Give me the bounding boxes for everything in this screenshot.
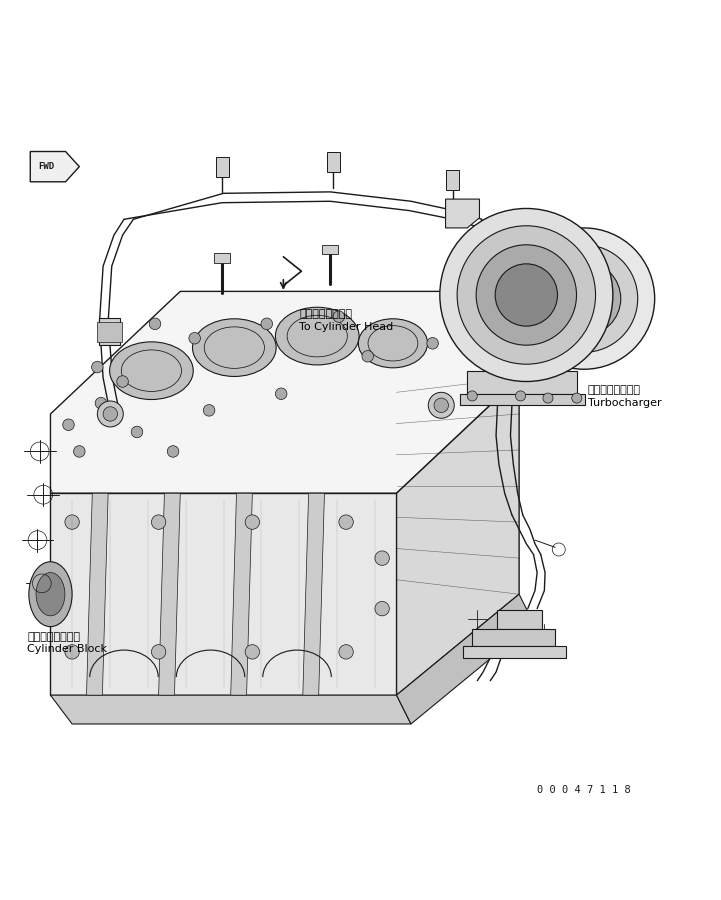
Circle shape [65, 515, 79, 529]
Ellipse shape [193, 319, 276, 376]
Circle shape [151, 515, 166, 529]
Circle shape [74, 446, 85, 457]
Circle shape [428, 392, 454, 418]
Bar [216, 158, 229, 177]
Circle shape [434, 398, 448, 412]
Text: FWD: FWD [38, 162, 55, 171]
Circle shape [63, 419, 74, 430]
Text: ターボチャージャ
Turbocharger: ターボチャージャ Turbocharger [588, 385, 661, 408]
Circle shape [261, 318, 273, 329]
Circle shape [531, 245, 637, 352]
Bar [214, 253, 230, 263]
Polygon shape [467, 371, 577, 394]
Bar [322, 245, 338, 254]
Polygon shape [446, 199, 479, 228]
Circle shape [516, 391, 526, 401]
Ellipse shape [358, 319, 428, 368]
Circle shape [275, 388, 287, 400]
Polygon shape [303, 493, 324, 695]
Circle shape [167, 446, 179, 457]
Polygon shape [231, 493, 252, 695]
Polygon shape [397, 378, 519, 695]
Polygon shape [397, 594, 534, 724]
Circle shape [245, 515, 260, 529]
Polygon shape [87, 493, 108, 695]
Circle shape [333, 310, 345, 322]
Circle shape [513, 228, 655, 369]
Ellipse shape [29, 562, 72, 626]
Circle shape [495, 264, 557, 326]
Circle shape [467, 391, 477, 401]
Circle shape [440, 209, 613, 382]
Text: 0 0 0 4 7 1 1 8: 0 0 0 4 7 1 1 8 [537, 785, 631, 795]
Circle shape [339, 644, 353, 659]
Circle shape [92, 361, 103, 373]
Circle shape [476, 245, 577, 346]
Circle shape [427, 338, 438, 349]
Ellipse shape [36, 572, 65, 616]
Circle shape [151, 644, 166, 659]
Circle shape [245, 644, 260, 659]
Circle shape [547, 262, 621, 336]
Bar [446, 170, 459, 191]
Bar [327, 152, 340, 173]
Polygon shape [50, 292, 519, 493]
Circle shape [362, 350, 373, 362]
Bar [99, 318, 120, 346]
Circle shape [543, 393, 553, 403]
Circle shape [572, 393, 582, 403]
Ellipse shape [110, 342, 193, 400]
Bar [97, 321, 122, 342]
Polygon shape [497, 610, 542, 629]
Circle shape [459, 332, 471, 344]
Polygon shape [30, 151, 79, 182]
Polygon shape [50, 695, 411, 724]
Circle shape [149, 318, 161, 329]
Circle shape [131, 427, 143, 437]
Text: シリンダブロック
Cylinder Block: シリンダブロック Cylinder Block [27, 632, 107, 654]
Polygon shape [460, 394, 585, 405]
Circle shape [189, 332, 200, 344]
Ellipse shape [275, 307, 359, 365]
Circle shape [339, 515, 353, 529]
Polygon shape [472, 629, 555, 646]
Circle shape [95, 398, 107, 409]
Polygon shape [50, 493, 397, 695]
Circle shape [117, 375, 128, 387]
Circle shape [203, 405, 215, 416]
Circle shape [97, 401, 123, 427]
Circle shape [65, 644, 79, 659]
Text: シリンダヘッドへ
To Cylinder Head: シリンダヘッドへ To Cylinder Head [299, 310, 394, 332]
Polygon shape [463, 646, 566, 658]
Circle shape [375, 601, 389, 616]
Circle shape [457, 226, 596, 364]
Circle shape [375, 551, 389, 565]
Circle shape [103, 407, 118, 421]
Polygon shape [159, 493, 180, 695]
